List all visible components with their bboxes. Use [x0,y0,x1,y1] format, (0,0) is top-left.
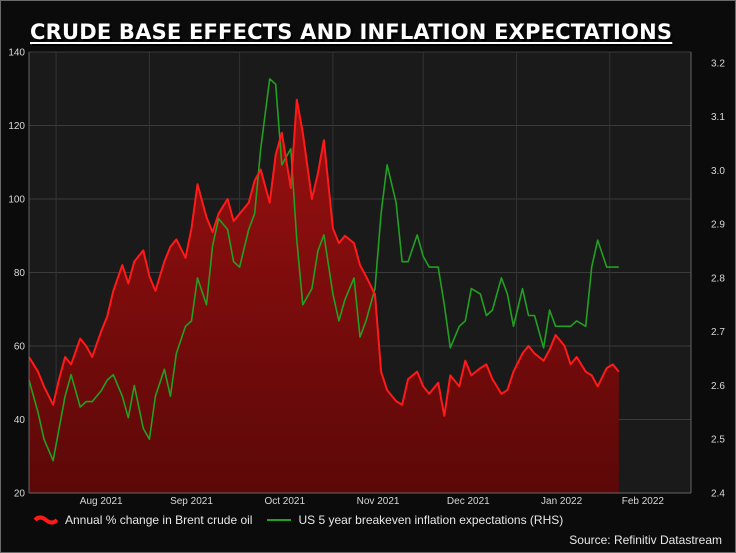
y-left-tick-label: 40 [14,415,26,426]
y-right-tick-label: 2.7 [711,327,725,338]
y-right-tick-label: 2.8 [711,273,725,284]
legend-swatch-breakeven [267,519,292,521]
breakeven-line [28,78,619,462]
x-tick-label: Aug 2021 [80,496,123,507]
y-right-tick-label: 2.4 [711,489,725,500]
chart-title: CRUDE BASE EFFECTS AND INFLATION EXPECTA… [30,20,673,44]
y-left-tick-label: 120 [8,121,25,132]
legend-item-brent: Annual % change in Brent crude oil [33,513,252,527]
x-tick-label: Sep 2021 [170,496,213,507]
brent-area-fill [29,99,619,494]
brent-line-series [28,98,620,417]
brent-area-series [29,99,619,494]
x-tick-label: Jan 2022 [541,496,583,507]
y-left-tick-label: 80 [14,268,26,279]
y-right-tick-label: 2.9 [711,220,725,231]
x-tick-label: Feb 2022 [622,496,665,507]
brent-line [28,98,620,417]
x-tick-label: Oct 2021 [264,496,305,507]
source-note: Source: Refinitiv Datastream [569,533,722,547]
y-right-tick-label: 2.5 [711,435,725,446]
y-right-tick-label: 2.6 [711,381,725,392]
legend-label-breakeven: US 5 year breakeven inflation expectatio… [298,513,564,527]
y-left-tick-label: 100 [8,195,25,206]
y-right-tick-label: 3.1 [711,112,725,123]
breakeven-line-series [28,78,619,462]
axes: 20 40 60 80 100 120 140 2.4 2.5 2.6 2.7 2.8 2.9 3.0 3.… [8,48,725,508]
y-right-tick-label: 3.2 [711,58,725,69]
legend-item-breakeven: US 5 year breakeven inflation expectatio… [266,513,563,527]
legend: Annual % change in Brent crude oil US 5 … [33,513,577,527]
legend-label-brent: Annual % change in Brent crude oil [65,513,253,527]
x-tick-label: Dec 2021 [447,496,490,507]
legend-swatch-brent [33,515,59,525]
y-left-tick-label: 60 [14,342,26,353]
y-left-tick-label: 140 [8,48,25,59]
y-right-tick-label: 3.0 [711,166,725,177]
x-tick-label: Nov 2021 [357,496,400,507]
y-left-tick-label: 20 [14,489,26,500]
